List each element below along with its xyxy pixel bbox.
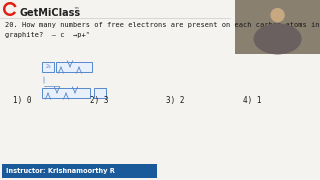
Bar bbox=[94, 88, 106, 98]
Text: 3) 2: 3) 2 bbox=[166, 96, 185, 105]
Wedge shape bbox=[3, 2, 17, 16]
Ellipse shape bbox=[254, 24, 301, 54]
Bar bbox=[42, 88, 90, 98]
Text: 2s: 2s bbox=[45, 64, 51, 69]
Bar bbox=[42, 62, 54, 72]
Bar bbox=[56, 62, 92, 72]
Text: GetMiClass: GetMiClass bbox=[20, 8, 81, 18]
Bar bbox=[235, 0, 320, 54]
Text: 2) 3: 2) 3 bbox=[90, 96, 108, 105]
Text: ™: ™ bbox=[73, 8, 78, 13]
Bar bbox=[2, 164, 157, 178]
Circle shape bbox=[271, 9, 284, 22]
Text: Instructor: Krishnamoorthy R: Instructor: Krishnamoorthy R bbox=[6, 168, 115, 174]
Text: 20. How many numbers of free electrons are present on each carbon atoms in: 20. How many numbers of free electrons a… bbox=[5, 22, 319, 28]
Text: graphite?  — c  →p+ⁿ: graphite? — c →p+ⁿ bbox=[5, 32, 90, 38]
Text: 4) 1: 4) 1 bbox=[243, 96, 262, 105]
Text: 1) 0: 1) 0 bbox=[13, 96, 31, 105]
